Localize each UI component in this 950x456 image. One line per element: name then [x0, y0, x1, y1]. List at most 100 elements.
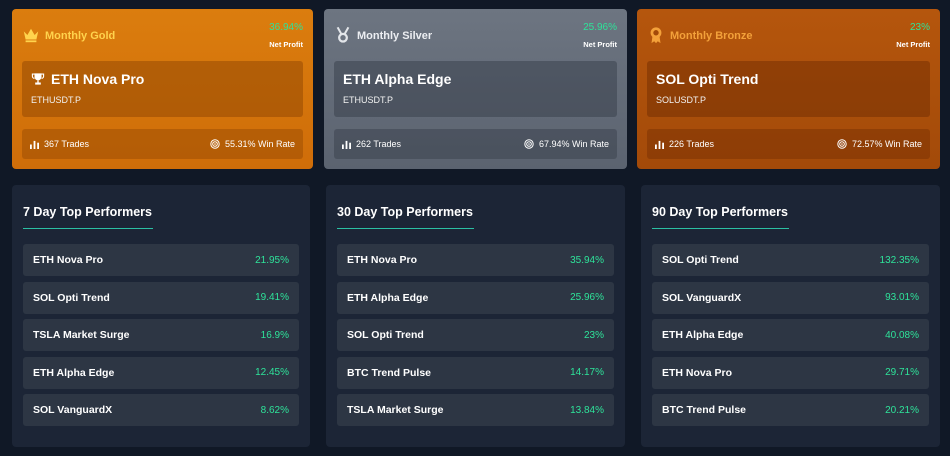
performer-return: 35.94%: [570, 254, 604, 266]
performer-name: SOL Opti Trend: [662, 254, 739, 266]
performer-return: 132.35%: [879, 254, 919, 266]
performer-row[interactable]: ETH Alpha Edge 40.08%: [652, 319, 929, 351]
performer-row[interactable]: BTC Trend Pulse 20.21%: [652, 394, 929, 426]
target-icon: [524, 139, 534, 149]
performer-row[interactable]: SOL Opti Trend 23%: [337, 319, 614, 351]
strategy-name: ETH Nova Pro: [51, 71, 145, 87]
panel-title: 30 Day Top Performers: [337, 205, 474, 229]
performer-name: ETH Alpha Edge: [347, 291, 429, 304]
bar-chart-icon: [655, 140, 664, 149]
card-title: Monthly Bronze: [670, 30, 753, 42]
performer-name: BTC Trend Pulse: [662, 404, 747, 416]
strategy-box: ETH Alpha Edge ETHUSDT.P: [334, 61, 617, 117]
performer-row[interactable]: TSLA Market Surge 16.9%: [23, 319, 299, 351]
bar-chart-icon: [342, 140, 351, 149]
strategy-symbol: ETHUSDT.P: [31, 95, 82, 105]
strategy-name: ETH Alpha Edge: [343, 71, 452, 87]
performer-name: TSLA Market Surge: [347, 404, 444, 416]
strategy-name-row: ETH Alpha Edge: [343, 71, 608, 87]
strategy-box: SOL Opti Trend SOLUSDT.P: [647, 61, 930, 117]
card-header: Monthly Bronze 23% Net Profit: [647, 9, 930, 61]
performer-row[interactable]: SOL VanguardX 8.62%: [23, 394, 299, 426]
card-header: Monthly Gold 36.94% Net Profit: [22, 9, 303, 61]
card-footer: 226 Trades 72.57% Win Rate: [647, 129, 930, 159]
strategy-name-row: SOL Opti Trend: [656, 71, 921, 87]
net-profit-label: Net Profit: [896, 40, 930, 49]
card-header: Monthly Silver 25.96% Net Profit: [334, 9, 617, 61]
win-rate: 72.57% Win Rate: [851, 139, 922, 149]
award-icon: [650, 27, 662, 44]
performer-name: ETH Alpha Edge: [662, 329, 744, 341]
win-rate: 55.31% Win Rate: [224, 139, 295, 149]
performer-name: SOL Opti Trend: [347, 329, 424, 341]
panel-title: 90 Day Top Performers: [652, 205, 789, 229]
performer-return: 21.95%: [255, 254, 289, 266]
win-rate-stat: 67.94% Win Rate: [524, 139, 609, 149]
monthly-gold-card[interactable]: Monthly Gold 36.94% Net Profit ETH Nova …: [12, 9, 313, 169]
performer-name: ETH Nova Pro: [33, 254, 104, 266]
performer-return: 20.21%: [885, 404, 919, 416]
performer-row[interactable]: ETH Nova Pro 21.95%: [23, 244, 299, 276]
performer-row[interactable]: ETH Nova Pro 29.71%: [652, 356, 929, 389]
win-rate-stat: 55.31% Win Rate: [210, 139, 295, 149]
performer-return: 93.01%: [885, 292, 919, 303]
monthly-silver-card[interactable]: Monthly Silver 25.96% Net Profit ETH Alp…: [324, 9, 627, 169]
performer-return: 25.96%: [570, 292, 604, 303]
performer-name: TSLA Market Surge: [33, 329, 130, 341]
performer-return: 23%: [583, 329, 604, 341]
trades-count: 262 Trades: [356, 139, 402, 149]
trades-count-stat: 226 Trades: [655, 139, 714, 149]
net-profit-value: 25.96%: [583, 22, 617, 33]
card-title: Monthly Gold: [45, 30, 116, 42]
performer-return: 14.17%: [570, 367, 604, 378]
performer-return: 19.41%: [255, 292, 289, 303]
performer-return: 16.9%: [260, 329, 289, 341]
target-icon: [837, 139, 847, 149]
win-rate: 67.94% Win Rate: [538, 139, 609, 149]
performers-list: ETH Nova Pro 35.94% ETH Alpha Edge 25.96% …: [337, 244, 614, 426]
net-profit-value: 23%: [909, 22, 930, 33]
performer-name: SOL Opti Trend: [33, 291, 110, 304]
win-rate-stat: 72.57% Win Rate: [837, 139, 922, 149]
performer-row[interactable]: ETH Nova Pro 35.94%: [337, 244, 614, 276]
performer-row[interactable]: SOL Opti Trend 19.41%: [23, 281, 299, 314]
card-footer: 367 Trades 55.31% Win Rate: [22, 129, 303, 159]
top-performers-7-day-panel: 7 Day Top Performers ETH Nova Pro 21.95% …: [12, 185, 310, 447]
strategy-name: SOL Opti Trend: [656, 71, 759, 87]
performer-row[interactable]: SOL VanguardX 93.01%: [652, 281, 929, 314]
performer-name: SOL VanguardX: [33, 404, 113, 416]
net-profit-label: Net Profit: [583, 40, 617, 49]
performer-row[interactable]: BTC Trend Pulse 14.17%: [337, 356, 614, 389]
card-title: Monthly Silver: [357, 30, 433, 42]
card-footer: 262 Trades 67.94% Win Rate: [334, 129, 617, 159]
performer-row[interactable]: SOL Opti Trend 132.35%: [652, 244, 929, 276]
crown-icon: [23, 28, 39, 43]
performer-row[interactable]: ETH Alpha Edge 12.45%: [23, 356, 299, 389]
performer-row[interactable]: TSLA Market Surge 13.84%: [337, 394, 614, 426]
strategy-box: ETH Nova Pro ETHUSDT.P: [22, 61, 303, 117]
performer-name: ETH Nova Pro: [662, 366, 733, 379]
strategy-symbol: SOLUSDT.P: [656, 95, 707, 105]
performer-name: ETH Nova Pro: [347, 254, 418, 266]
top-performers-30-day-panel: 30 Day Top Performers ETH Nova Pro 35.94%…: [326, 185, 625, 447]
performer-name: SOL VanguardX: [662, 291, 742, 304]
strategy-symbol: ETHUSDT.P: [343, 95, 394, 105]
trades-count-stat: 262 Trades: [342, 139, 401, 149]
net-profit-label: Net Profit: [269, 40, 303, 49]
performer-return: 8.62%: [260, 404, 289, 416]
performer-return: 40.08%: [885, 329, 919, 341]
target-icon: [210, 139, 220, 149]
trades-count: 226 Trades: [669, 139, 715, 149]
performers-list: SOL Opti Trend 132.35% SOL VanguardX 93.01…: [652, 244, 929, 426]
performer-return: 29.71%: [885, 367, 919, 378]
monthly-bronze-card[interactable]: Monthly Bronze 23% Net Profit SOL Opti T…: [637, 9, 940, 169]
net-profit-value: 36.94%: [269, 22, 303, 33]
top-performers-90-day-panel: 90 Day Top Performers SOL Opti Trend 132.…: [641, 185, 940, 447]
strategy-name-row: ETH Nova Pro: [31, 71, 294, 87]
performers-list: ETH Nova Pro 21.95% SOL Opti Trend 19.41% …: [23, 244, 299, 426]
trophy-icon: [31, 73, 45, 85]
performer-return: 12.45%: [255, 367, 289, 378]
performer-row[interactable]: ETH Alpha Edge 25.96%: [337, 281, 614, 314]
performer-name: ETH Alpha Edge: [33, 366, 115, 379]
performer-return: 13.84%: [570, 404, 604, 416]
